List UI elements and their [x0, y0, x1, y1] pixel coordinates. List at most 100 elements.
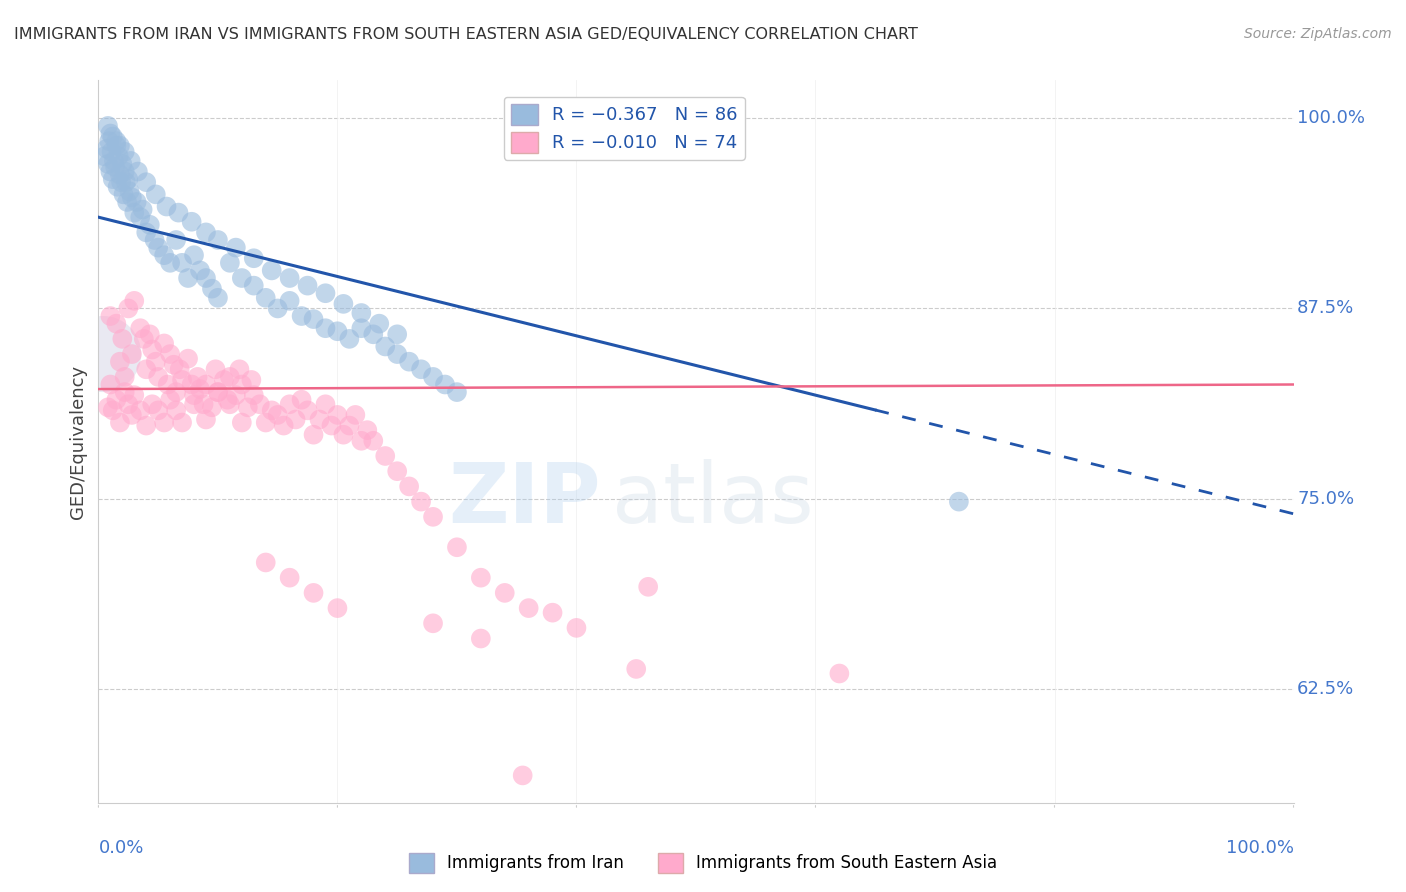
Point — [278, 271, 301, 285]
Point — [159, 347, 181, 361]
Point — [344, 408, 367, 422]
Point — [165, 385, 187, 400]
Point — [121, 408, 143, 422]
Point — [374, 449, 396, 463]
Point — [105, 317, 128, 331]
Point — [339, 418, 361, 433]
Point — [267, 301, 290, 316]
Point — [207, 291, 229, 305]
Point — [297, 403, 319, 417]
Point — [422, 616, 444, 631]
Point — [565, 621, 588, 635]
Point — [108, 138, 131, 153]
Point — [828, 666, 851, 681]
Point — [98, 134, 121, 148]
Point — [115, 194, 138, 209]
Point — [153, 416, 176, 430]
Point — [219, 397, 242, 411]
Point — [129, 210, 152, 224]
Point — [159, 256, 181, 270]
Point — [96, 142, 118, 156]
Point — [98, 164, 122, 178]
Point — [120, 153, 142, 168]
Point — [165, 403, 187, 417]
Point — [155, 200, 177, 214]
Point — [105, 392, 128, 407]
Point — [254, 556, 277, 570]
Point — [132, 332, 155, 346]
Point — [260, 263, 283, 277]
Point — [114, 385, 136, 400]
Point — [637, 580, 659, 594]
Point — [114, 370, 136, 384]
Point — [446, 385, 468, 400]
Point — [125, 194, 148, 209]
Point — [101, 129, 124, 144]
Point — [117, 172, 139, 186]
Legend: Immigrants from Iran, Immigrants from South Eastern Asia: Immigrants from Iran, Immigrants from So… — [402, 847, 1004, 880]
Point — [470, 571, 492, 585]
Point — [302, 427, 325, 442]
Point — [207, 233, 229, 247]
Point — [243, 388, 266, 402]
Point — [411, 494, 433, 508]
Point — [135, 175, 157, 189]
Point — [291, 309, 314, 323]
Point — [172, 373, 194, 387]
Point — [302, 312, 325, 326]
Point — [385, 464, 409, 478]
Point — [260, 403, 283, 417]
Point — [204, 362, 226, 376]
Point — [180, 215, 202, 229]
Point — [326, 408, 349, 422]
Point — [278, 293, 301, 308]
Point — [124, 293, 146, 308]
Point — [127, 164, 149, 178]
Point — [141, 397, 163, 411]
Point — [228, 362, 250, 376]
Point — [225, 388, 247, 402]
Text: 100.0%: 100.0% — [1298, 110, 1365, 128]
Point — [172, 256, 194, 270]
Point — [243, 278, 266, 293]
Point — [350, 434, 373, 448]
Text: IMMIGRANTS FROM IRAN VS IMMIGRANTS FROM SOUTH EASTERN ASIA GED/EQUIVALENCY CORRE: IMMIGRANTS FROM IRAN VS IMMIGRANTS FROM … — [14, 27, 918, 42]
Point — [207, 385, 229, 400]
Point — [167, 205, 190, 219]
Point — [315, 321, 337, 335]
Point — [108, 168, 131, 182]
Point — [124, 205, 146, 219]
Point — [105, 134, 128, 148]
Point — [169, 362, 191, 376]
Point — [517, 601, 540, 615]
Text: 100.0%: 100.0% — [1226, 838, 1294, 857]
Point — [105, 138, 128, 153]
Point — [315, 286, 337, 301]
Point — [195, 412, 218, 426]
Point — [297, 278, 319, 293]
Point — [101, 403, 124, 417]
Point — [183, 397, 205, 411]
Point — [100, 145, 122, 159]
Point — [98, 377, 122, 392]
Point — [278, 397, 301, 411]
Text: 62.5%: 62.5% — [1298, 680, 1354, 698]
Point — [129, 321, 152, 335]
Point — [121, 347, 143, 361]
Point — [948, 494, 970, 508]
Point — [131, 202, 153, 217]
Point — [219, 256, 242, 270]
Point — [201, 282, 224, 296]
Point — [217, 392, 239, 407]
Point — [135, 226, 157, 240]
Point — [240, 373, 263, 387]
Point — [183, 388, 205, 402]
Point — [97, 401, 120, 415]
Point — [291, 392, 314, 407]
Point — [112, 187, 135, 202]
Point — [236, 401, 259, 415]
Point — [195, 226, 218, 240]
Point — [165, 233, 187, 247]
Point — [93, 149, 115, 163]
Point — [422, 509, 444, 524]
